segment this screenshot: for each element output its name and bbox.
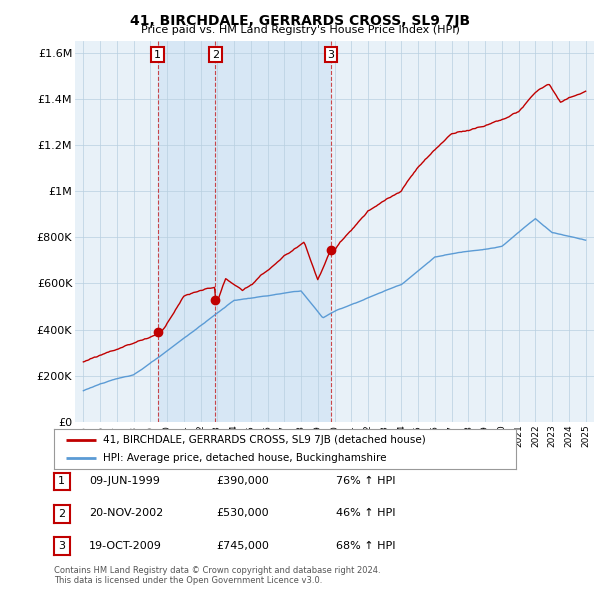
Text: 41, BIRCHDALE, GERRARDS CROSS, SL9 7JB (detached house): 41, BIRCHDALE, GERRARDS CROSS, SL9 7JB (… xyxy=(103,435,425,445)
Text: HPI: Average price, detached house, Buckinghamshire: HPI: Average price, detached house, Buck… xyxy=(103,453,386,463)
Text: 2: 2 xyxy=(212,50,219,60)
Text: £745,000: £745,000 xyxy=(216,541,269,550)
Bar xyxy=(158,41,215,422)
Text: Price paid vs. HM Land Registry's House Price Index (HPI): Price paid vs. HM Land Registry's House … xyxy=(140,25,460,35)
Text: 1: 1 xyxy=(154,50,161,60)
Text: £390,000: £390,000 xyxy=(216,476,269,486)
Text: Contains HM Land Registry data © Crown copyright and database right 2024.
This d: Contains HM Land Registry data © Crown c… xyxy=(54,566,380,585)
Text: 76% ↑ HPI: 76% ↑ HPI xyxy=(336,476,395,486)
Text: 09-JUN-1999: 09-JUN-1999 xyxy=(89,476,160,486)
Text: 3: 3 xyxy=(328,50,334,60)
Text: 2: 2 xyxy=(58,509,65,519)
Text: 3: 3 xyxy=(58,542,65,551)
Text: 41, BIRCHDALE, GERRARDS CROSS, SL9 7JB: 41, BIRCHDALE, GERRARDS CROSS, SL9 7JB xyxy=(130,14,470,28)
Text: 19-OCT-2009: 19-OCT-2009 xyxy=(89,541,161,550)
Text: 1: 1 xyxy=(58,477,65,486)
Text: 46% ↑ HPI: 46% ↑ HPI xyxy=(336,509,395,518)
Text: 68% ↑ HPI: 68% ↑ HPI xyxy=(336,541,395,550)
Text: £530,000: £530,000 xyxy=(216,509,269,518)
Bar xyxy=(215,41,331,422)
Text: 20-NOV-2002: 20-NOV-2002 xyxy=(89,509,163,518)
